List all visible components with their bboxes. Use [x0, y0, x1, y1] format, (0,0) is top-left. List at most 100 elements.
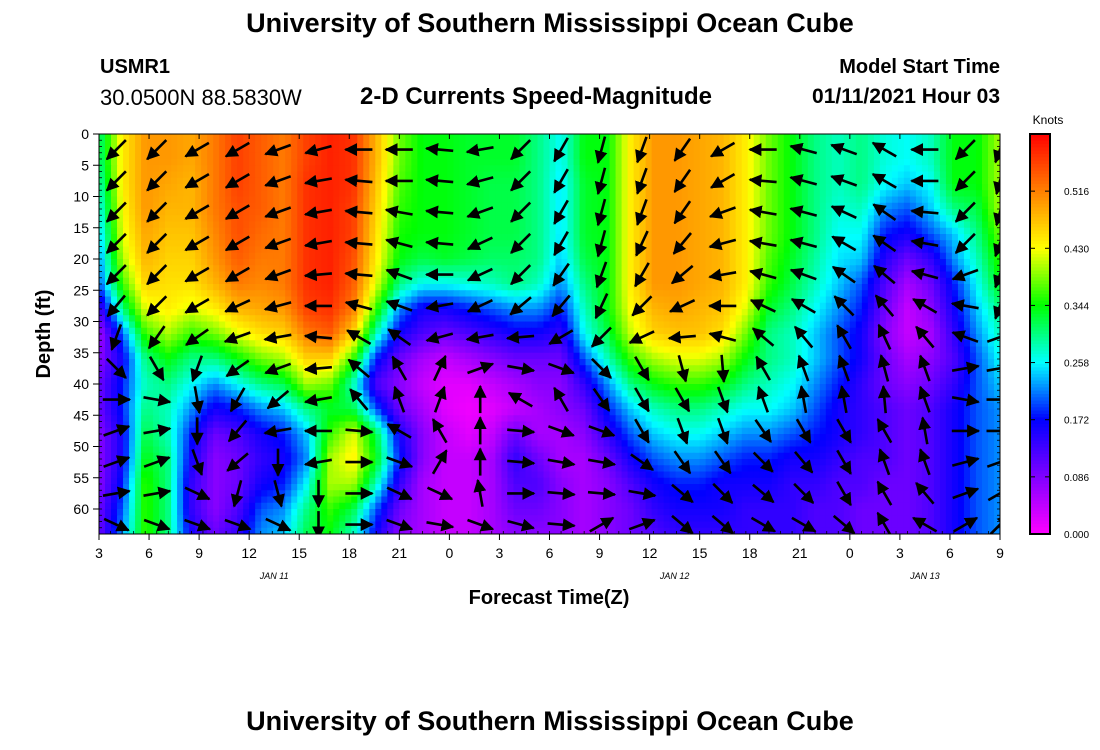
heatmap-cell — [195, 215, 202, 223]
heatmap-cell — [219, 221, 226, 229]
heatmap-cell — [267, 290, 274, 298]
heatmap-cell — [117, 190, 124, 198]
heatmap-cell — [141, 246, 148, 254]
heatmap-cell — [327, 146, 334, 154]
heatmap-cell — [225, 165, 232, 173]
heatmap-cell — [705, 209, 713, 216]
heatmap-cell — [279, 284, 286, 291]
heatmap-cell — [951, 202, 959, 210]
heatmap-cell — [975, 202, 983, 210]
heatmap-cell — [687, 146, 695, 154]
heatmap-cell — [843, 227, 851, 235]
heatmap-cell — [531, 240, 539, 248]
heatmap-cell — [687, 290, 695, 298]
heatmap-cell — [207, 159, 214, 166]
heatmap-cell — [273, 284, 280, 291]
heatmap-cell — [411, 290, 418, 298]
heatmap-cell — [243, 240, 250, 248]
heatmap-cell — [537, 234, 545, 241]
heatmap-cell — [789, 246, 797, 254]
heatmap-cell — [903, 277, 911, 285]
heatmap-cell — [903, 302, 911, 310]
heatmap-cell — [687, 309, 695, 316]
heatmap-cell — [423, 171, 430, 179]
heatmap-cell — [969, 159, 977, 166]
heatmap-cell — [915, 227, 923, 235]
heatmap-cell — [981, 284, 989, 291]
heatmap-cell — [459, 209, 467, 216]
heatmap-cell — [807, 227, 815, 235]
heatmap-cell — [123, 171, 130, 179]
heatmap-cell — [243, 190, 250, 198]
heatmap-cell — [243, 340, 250, 348]
heatmap-cell — [519, 284, 527, 291]
heatmap-cell — [273, 227, 280, 235]
heatmap-cell — [897, 277, 905, 285]
heatmap-cell — [147, 227, 154, 235]
heatmap-cell — [579, 290, 587, 298]
heatmap-cell — [249, 321, 256, 329]
heatmap-cell — [705, 184, 713, 191]
heatmap-cell — [483, 302, 491, 310]
heatmap-cell — [171, 140, 178, 148]
heatmap-cell — [651, 252, 659, 260]
heatmap-cell — [255, 246, 262, 254]
heatmap-cell — [429, 134, 436, 141]
heatmap-cell — [117, 315, 124, 323]
heatmap-cell — [453, 146, 460, 154]
heatmap-cell — [585, 134, 593, 141]
heatmap-cell — [567, 296, 575, 304]
heatmap-cell — [933, 277, 941, 285]
heatmap-cell — [795, 196, 803, 204]
heatmap-cell — [177, 146, 184, 154]
heatmap-cell — [423, 246, 430, 254]
heatmap-cell — [537, 327, 545, 335]
heatmap-cell — [111, 265, 118, 273]
heatmap-cell — [327, 240, 334, 248]
heatmap-cell — [657, 321, 665, 329]
heatmap-cell — [741, 246, 749, 254]
heatmap-cell — [333, 202, 340, 210]
heatmap-cell — [525, 152, 533, 160]
heatmap-cell — [777, 327, 785, 335]
heatmap-cell — [795, 259, 803, 266]
heatmap-cell — [171, 209, 178, 216]
heatmap-cell — [969, 177, 977, 185]
heatmap-cell — [813, 177, 821, 185]
heatmap-cell — [363, 327, 370, 335]
heatmap-cell — [507, 140, 515, 148]
heatmap-cell — [291, 202, 298, 210]
heatmap-cell — [777, 271, 785, 279]
heatmap-cell — [261, 140, 268, 148]
heatmap-cell — [681, 309, 689, 316]
heatmap-cell — [675, 259, 683, 266]
heatmap-cell — [201, 146, 208, 154]
heatmap-cell — [351, 171, 358, 179]
heatmap-cell — [477, 152, 485, 160]
heatmap-cell — [669, 227, 677, 235]
heatmap-cell — [867, 277, 875, 285]
heatmap-cell — [303, 284, 310, 291]
heatmap-cell — [927, 271, 935, 279]
heatmap-cell — [327, 134, 334, 141]
heatmap-cell — [633, 327, 641, 335]
heatmap-cell — [801, 171, 809, 179]
heatmap-cell — [603, 315, 611, 323]
heatmap-cell — [123, 259, 130, 266]
heatmap-cell — [945, 171, 953, 179]
heatmap-cell — [825, 240, 833, 248]
heatmap-cell — [519, 252, 527, 260]
heatmap-cell — [363, 196, 370, 204]
heatmap-cell — [783, 184, 791, 191]
heatmap-cell — [903, 334, 911, 341]
heatmap-cell — [825, 315, 833, 323]
heatmap-cell — [453, 334, 460, 341]
heatmap-cell — [687, 277, 695, 285]
heatmap-cell — [327, 259, 334, 266]
heatmap-cell — [537, 240, 545, 248]
heatmap-cell — [495, 277, 503, 285]
heatmap-cell — [669, 171, 677, 179]
heatmap-cell — [693, 227, 701, 235]
heatmap-cell — [555, 284, 563, 291]
heatmap-cell — [327, 196, 334, 204]
